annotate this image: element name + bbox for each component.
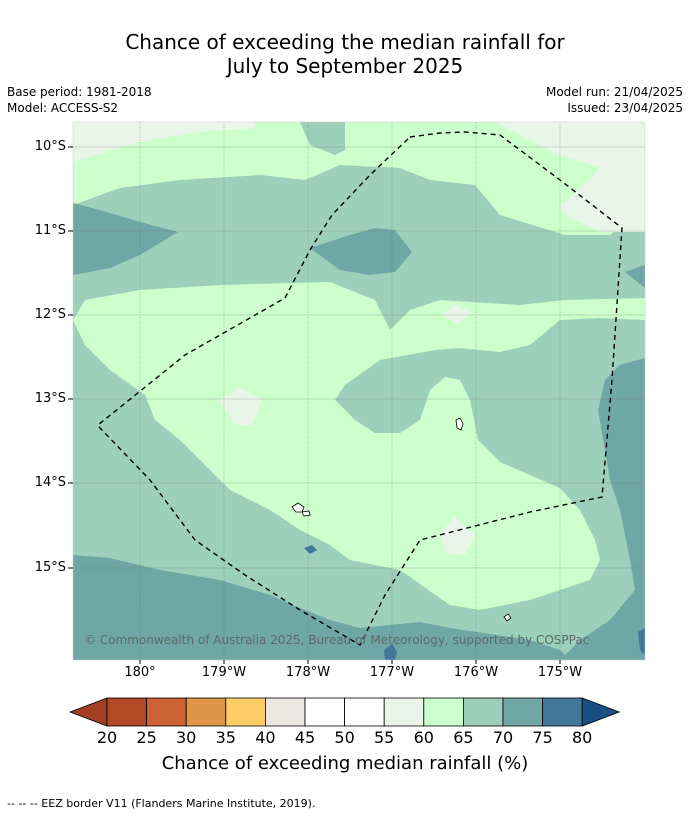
colorbar-tick-25: 25 [136, 728, 157, 747]
map-frame [72, 121, 646, 661]
contour-55-60-patch-2 [220, 388, 262, 425]
colorbar-segment-35-40 [225, 697, 266, 727]
model-text: Model: ACCESS-S2 [7, 101, 119, 115]
contour-60-65-north [73, 122, 645, 235]
contour-70-75-west [73, 203, 178, 275]
map-contours [73, 122, 645, 660]
colorbar [68, 697, 621, 727]
contour-70-75-east [560, 358, 645, 660]
contour-75-80-spot-2 [638, 628, 645, 655]
colorbar-tick-60: 60 [413, 728, 434, 747]
island-4 [503, 613, 512, 622]
gridlines [139, 122, 561, 660]
title-line-2: July to September 2025 [226, 54, 464, 78]
xtick-178w: 178°W [285, 665, 331, 680]
colorbar-segment-60-65 [423, 697, 464, 727]
xtick-177w: 177°W [369, 665, 415, 680]
colorbar-segment-75-80 [542, 697, 583, 727]
colorbar-tick-45: 45 [294, 728, 316, 747]
ytick-14s: 14°S [34, 475, 66, 490]
colorbar-tick-80: 80 [572, 728, 593, 747]
base-period-text: Base period: 1981-2018 [7, 85, 152, 99]
contour-70-75-blob [310, 228, 412, 275]
chart-title: Chance of exceeding the median rainfall … [0, 30, 690, 78]
contour-75-80-spot-3 [304, 545, 317, 554]
colorbar-tick-20: 20 [96, 728, 118, 747]
islands [291, 417, 512, 622]
colorbar-segment-65-70 [462, 697, 504, 727]
xtick-179w: 179°W [201, 665, 247, 680]
colorbar-tick-40: 40 [255, 728, 276, 747]
contour-70-75-south [73, 555, 570, 660]
contour-70-75-east-edge [625, 265, 645, 288]
island-3 [301, 510, 311, 517]
colorbar-segment-25-30 [146, 697, 187, 727]
copyright-text: © Commonwealth of Australia 2025, Bureau… [84, 633, 590, 647]
colorbar-extend-high [581, 697, 621, 727]
ytick-11s: 11°S [34, 223, 66, 238]
tick-marks [68, 146, 561, 664]
xtick-175w: 175°W [537, 665, 583, 680]
colorbar-segment-50-55 [344, 697, 385, 727]
ytick-10s: 10°S [34, 139, 66, 154]
colorbar-segment-40-45 [264, 697, 306, 727]
xtick-176w: 176°W [453, 665, 499, 680]
contour-75-80-spot-1 [384, 644, 397, 660]
ytick-12s: 12°S [34, 307, 66, 322]
colorbar-tick-55: 55 [374, 728, 395, 747]
contour-55-60-patch-4 [632, 122, 645, 140]
colorbar-label: Chance of exceeding median rainfall (%) [161, 753, 529, 774]
contour-55-60-patch-1 [442, 305, 472, 324]
colorbar-tick-50: 50 [334, 728, 355, 747]
contour-55-60-ne [495, 122, 645, 232]
colorbar-tick-35: 35 [215, 728, 236, 747]
meta-left: Base period: 1981-2018 Model: ACCESS-S2 [7, 84, 152, 116]
eez-border [97, 131, 623, 646]
colorbar-tick-30: 30 [176, 728, 197, 747]
eez-footnote: -- -- -- EEZ border V11 (Flanders Marine… [7, 797, 316, 810]
colorbar-segment-55-60 [383, 697, 425, 727]
meta-right: Model run: 21/04/2025 Issued: 23/04/2025 [546, 84, 683, 116]
contour-55-60-patch-3 [440, 517, 475, 555]
colorbar-segment-30-35 [185, 697, 227, 727]
island-2 [291, 502, 305, 513]
issued-text: Issued: 23/04/2025 [567, 101, 683, 115]
colorbar-tick-70: 70 [492, 728, 514, 747]
xtick-180: 180° [124, 665, 156, 680]
colorbar-tick-75: 75 [532, 728, 553, 747]
colorbar-segment-70-75 [502, 697, 543, 727]
colorbar-segment-45-50 [304, 697, 345, 727]
contour-60-65-middle [73, 282, 645, 610]
island-1 [455, 417, 464, 431]
model-run-text: Model run: 21/04/2025 [545, 85, 683, 99]
colorbar-extend-low [68, 697, 108, 727]
title-line-1: Chance of exceeding the median rainfall … [125, 30, 565, 54]
ytick-13s: 13°S [34, 391, 66, 406]
colorbar-segment-20-25 [106, 697, 147, 727]
colorbar-tick-65: 65 [453, 728, 474, 747]
ytick-15s: 15°S [34, 560, 66, 575]
contour-55-60-nw [73, 122, 255, 162]
gridlines-lat [73, 146, 645, 569]
